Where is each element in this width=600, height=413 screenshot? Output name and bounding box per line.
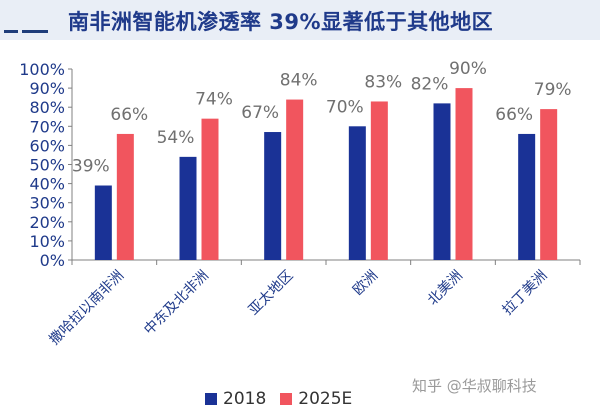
bar-2018 [348, 126, 366, 260]
y-tick-label: 40% [29, 175, 65, 194]
data-label: 82% [411, 74, 449, 94]
data-label: 84% [280, 71, 318, 91]
bar-2025e [540, 109, 558, 260]
data-label: 83% [364, 72, 402, 92]
y-tick-label: 80% [29, 98, 65, 117]
data-label: 54% [157, 128, 195, 148]
data-label: 70% [326, 97, 364, 117]
x-category-label: 亚太地区 [246, 268, 297, 319]
bar-2018 [94, 185, 112, 260]
legend-swatch [280, 393, 293, 405]
data-label: 67% [241, 103, 279, 123]
chart-legend: 2018 2025E [205, 389, 366, 409]
x-category-label: 欧洲 [350, 268, 381, 299]
title-accent-line [4, 30, 18, 33]
data-label: 66% [110, 105, 148, 125]
bar-2025e [455, 88, 473, 260]
y-tick-label: 70% [29, 117, 65, 136]
bar-2025e [116, 133, 134, 260]
data-label: 90% [449, 59, 487, 79]
bar-2018 [179, 156, 197, 260]
x-category-label: 拉丁美洲 [500, 268, 551, 319]
y-tick-label: 60% [29, 136, 65, 155]
y-tick-label: 20% [29, 213, 65, 232]
chart-bars [94, 88, 558, 260]
bar-2018 [433, 103, 451, 260]
x-category-label: 撒哈拉以南非洲 [47, 268, 128, 349]
x-category-label: 北美洲 [425, 268, 466, 309]
bar-2018 [264, 132, 282, 260]
data-label: 79% [534, 80, 572, 100]
bar-2018 [518, 133, 536, 260]
data-label: 74% [195, 90, 233, 110]
legend-label: 2025E [298, 389, 353, 409]
data-label: 39% [72, 157, 110, 177]
y-tick-label: 100% [19, 60, 65, 79]
title-accent-line [22, 30, 48, 33]
y-tick-label: 0% [40, 251, 65, 270]
legend-item-2018: 2018 [205, 389, 266, 409]
legend-label: 2018 [223, 389, 267, 409]
y-tick-label: 10% [29, 232, 65, 251]
y-tick-label: 90% [29, 79, 65, 98]
watermark-text: 知乎 @华叔聊科技 [412, 377, 537, 395]
x-category-label: 中东及北非洲 [141, 268, 212, 339]
chart-category-labels: 撒哈拉以南非洲 中东及北非洲 亚太地区 欧洲 北美洲 拉丁美洲 [47, 268, 551, 349]
data-label: 66% [495, 105, 533, 125]
bar-2025e [286, 99, 304, 260]
bar-2025e [201, 118, 219, 260]
y-tick-label: 30% [29, 194, 65, 213]
bar-2025e [370, 101, 388, 260]
chart-axes: 0%10%20%30%40%50%60%70%80%90%100% [19, 60, 581, 270]
title-bar: 南非洲智能机渗透率 39%显著低于其他地区 [0, 0, 600, 40]
page-title: 南非洲智能机渗透率 39%显著低于其他地区 [68, 10, 494, 34]
y-tick-label: 50% [29, 156, 65, 175]
legend-swatch [205, 393, 217, 405]
legend-item-2025e: 2025E [280, 389, 352, 409]
chart-value-labels: 39%66%54%74%67%84%70%83% 82%90%66%79% [72, 59, 572, 176]
